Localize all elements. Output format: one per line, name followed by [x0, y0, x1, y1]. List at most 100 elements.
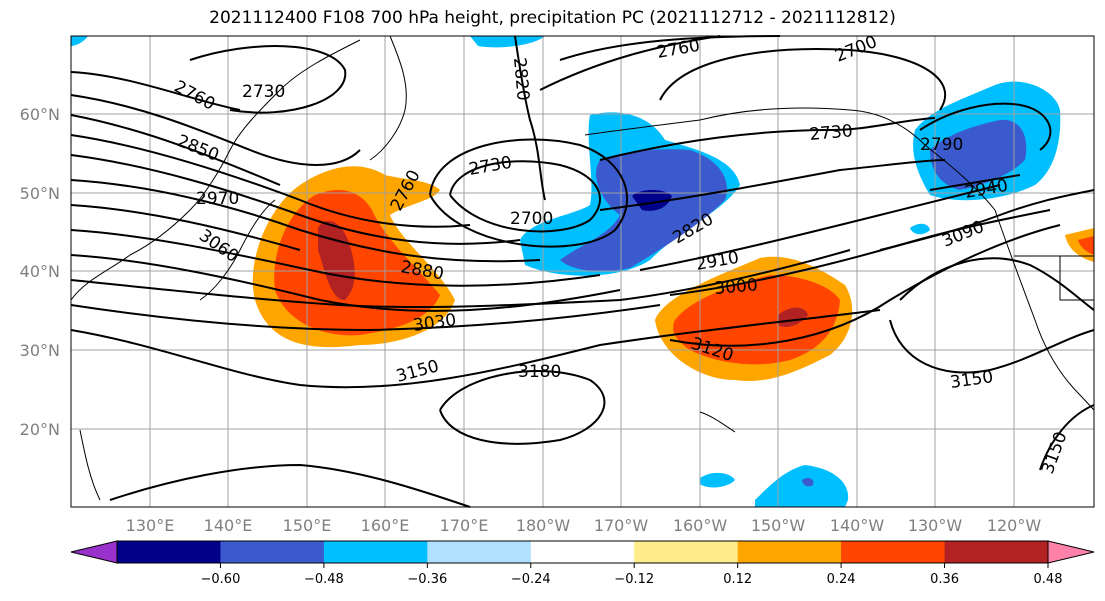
contour-3180: [439, 370, 606, 445]
colorbar-frame: [116, 540, 1049, 564]
precip-negative-small: [910, 223, 930, 235]
coast-namerica: [994, 209, 1095, 411]
precip-negative-central-inner: [632, 190, 672, 211]
colorbar-tick-label: 0.36: [930, 572, 959, 587]
colorbar-ticks: −0.60 −0.48 −0.36 −0.24 −0.12 0.12 0.24 0.36 0.4…: [201, 563, 1063, 587]
colorbar-tick-label: −0.60: [201, 572, 241, 587]
lon-label: 170°E: [440, 516, 489, 535]
contour-2940: [929, 174, 1021, 191]
contour-2700-north: [659, 48, 947, 111]
lon-label: 170°W: [594, 516, 649, 535]
precip-positive-east-mid: [673, 275, 840, 365]
lat-label-20n: 20°N: [20, 420, 60, 439]
coast-hawaii: [699, 411, 736, 433]
contour-label: 2730: [242, 82, 285, 102]
contour-2910: [639, 184, 1001, 271]
contour-2820-mid: [599, 159, 946, 211]
contour-3120: [669, 224, 1061, 347]
contour-2730-west: [189, 45, 347, 114]
contour-2760-north: [539, 35, 721, 91]
colorbar: −0.60 −0.48 −0.36 −0.24 −0.12 0.12 0.24 0.36 0.4…: [70, 540, 1095, 587]
coast-kamchatka: [369, 35, 407, 161]
contour-2730-mid: [599, 117, 936, 161]
lat-label-30n: 30°N: [20, 341, 60, 360]
precip-negative-south-1: [700, 472, 735, 488]
precip-positive-mexico: [1065, 228, 1094, 262]
contour-label: 2970: [196, 189, 239, 209]
precip-positive-west-inner: [318, 220, 355, 300]
colorbar-bin: [841, 541, 946, 563]
precip-negative-east-mid: [930, 119, 1027, 190]
lat-label-50n: 50°N: [20, 184, 60, 203]
contour-west-1: [70, 94, 361, 166]
contour-2820-vert: [514, 35, 546, 201]
contour-label: 2700: [510, 209, 553, 229]
contour-3150: [70, 309, 881, 389]
colorbar-tick-label: −0.12: [614, 572, 654, 587]
contour-2790: [919, 102, 1052, 151]
colorbar-extend-min: [70, 540, 118, 564]
contour-3150-east: [899, 257, 1095, 311]
contour-west-2: [70, 114, 281, 186]
contour-3030: [70, 304, 661, 332]
lon-label: 130°E: [126, 516, 175, 535]
colorbar-tick-label: 0.48: [1034, 572, 1063, 587]
lon-label: 130°W: [908, 516, 963, 535]
colorbar-bin: [427, 541, 532, 563]
colorbar-extend-max: [1047, 540, 1095, 564]
lat-label-40n: 40°N: [20, 262, 60, 281]
contour-2880: [70, 249, 851, 309]
contour-2970: [70, 179, 541, 263]
contour-3090: [879, 189, 1095, 251]
contour-label: 2820: [509, 57, 533, 102]
lon-label: 150°W: [751, 516, 806, 535]
height-contours: [70, 35, 1095, 508]
contour-3150-se: [1039, 404, 1095, 471]
colorbar-bin: [944, 541, 1049, 563]
colorbar-bin: [323, 541, 428, 563]
coast-japan: [199, 199, 276, 301]
lon-label: 150°E: [283, 516, 332, 535]
lon-label: 120°W: [987, 516, 1042, 535]
contour-label: 2730: [809, 121, 854, 145]
contour-label: 3180: [518, 362, 561, 382]
contour-west-3: [70, 154, 521, 245]
lon-label: 160°E: [361, 516, 410, 535]
latitude-labels: 60°N 50°N 40°N 30°N 20°N: [20, 105, 60, 439]
contour-2700-low: [449, 160, 601, 233]
map-title: 2021112400 F108 700 hPa height, precipit…: [209, 8, 896, 28]
coast-philippines: [79, 429, 101, 501]
precip-positive-mexico-inner: [1078, 236, 1094, 255]
lon-label: 140°W: [830, 516, 885, 535]
colorbar-tick-label: −0.24: [511, 572, 551, 587]
contour-3150-low: [889, 319, 1095, 374]
colorbar-bin: [737, 541, 842, 563]
coastlines: [70, 35, 1095, 501]
map-frame: [70, 35, 1095, 508]
lon-label: 140°E: [204, 516, 253, 535]
lon-label: 180°W: [516, 516, 571, 535]
contour-2850: [70, 134, 471, 228]
contour-south: [109, 463, 471, 508]
colorbar-tick-label: −0.36: [407, 572, 447, 587]
coast-asia: [70, 39, 361, 301]
lon-label: 160°W: [673, 516, 728, 535]
colorbar-tick-label: 0.24: [827, 572, 856, 587]
longitude-labels: 130°E 140°E 150°E 160°E 170°E 180°W 170°…: [126, 516, 1042, 535]
contour-2730-low: [429, 138, 629, 248]
contour-3060: [70, 229, 601, 287]
colorbar-bin: [634, 541, 739, 563]
colorbar-bin: [117, 541, 221, 563]
gridlines: [71, 36, 1094, 507]
contour-label: 3000: [714, 275, 759, 299]
precip-negative-south-3: [802, 477, 814, 487]
colorbar-bin: [220, 541, 325, 563]
colorbar-tick-label: −0.48: [304, 572, 344, 587]
contour-label: 2790: [920, 135, 963, 155]
lat-label-60n: 60°N: [20, 105, 60, 124]
precip-negative-north: [470, 36, 545, 48]
contour-west-4: [70, 204, 301, 251]
colorbar-bin: [530, 541, 635, 563]
precip-negative-nw-corner: [71, 36, 88, 46]
